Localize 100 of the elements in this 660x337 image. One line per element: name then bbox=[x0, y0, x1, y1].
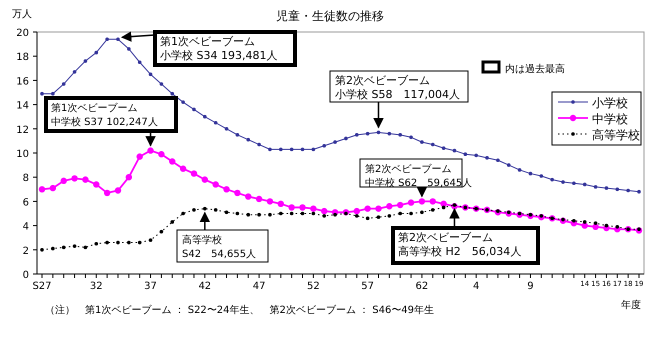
point bbox=[257, 212, 261, 217]
annotation: 第2次ベビーブーム bbox=[398, 231, 493, 244]
point bbox=[386, 203, 393, 210]
annotation: 第1次ベビーブーム 小学校 S34 193,481人 bbox=[153, 30, 297, 67]
point bbox=[474, 154, 478, 158]
point bbox=[104, 190, 110, 196]
point bbox=[561, 180, 565, 184]
y-tick-label: 12 bbox=[16, 124, 29, 136]
point bbox=[212, 181, 219, 188]
point bbox=[485, 156, 489, 160]
point bbox=[300, 212, 304, 216]
point bbox=[528, 212, 532, 217]
point bbox=[147, 147, 154, 154]
point bbox=[496, 158, 500, 162]
point bbox=[160, 82, 164, 86]
y-tick-label: 2 bbox=[22, 246, 29, 257]
point bbox=[408, 199, 414, 206]
point bbox=[180, 166, 186, 172]
point bbox=[540, 214, 544, 218]
point bbox=[582, 220, 587, 224]
point bbox=[506, 163, 511, 167]
point bbox=[223, 186, 230, 192]
x-tick-label: 62 bbox=[416, 281, 428, 292]
annotation: S42 54,655人 bbox=[182, 249, 256, 260]
point bbox=[290, 212, 294, 216]
point bbox=[170, 220, 174, 224]
point bbox=[409, 135, 413, 140]
point bbox=[71, 175, 78, 182]
point bbox=[464, 152, 468, 156]
x-tick-label: 37 bbox=[144, 281, 157, 292]
x-tick-label: 52 bbox=[306, 281, 320, 292]
point bbox=[626, 188, 630, 192]
y-tick-label: 20 bbox=[16, 28, 29, 39]
text: （注） 第1次ベビーブーム ： S22〜24年生、 第2次ベビーブーム ： S46〜49年生 bbox=[45, 304, 434, 316]
x-tick-label: S27 bbox=[32, 281, 52, 292]
point bbox=[170, 92, 174, 96]
point bbox=[594, 185, 598, 189]
point bbox=[278, 200, 284, 208]
point bbox=[344, 136, 348, 140]
annotation: 第1次ベビーブーム bbox=[160, 35, 255, 48]
point bbox=[430, 198, 436, 205]
x-tick-label: 32 bbox=[90, 281, 103, 292]
point bbox=[409, 212, 413, 216]
x-tick-label: 42 bbox=[198, 281, 212, 292]
point bbox=[312, 148, 316, 152]
point bbox=[290, 148, 294, 152]
annotation: 第2次ベビーブーム 高等学校 H2 56,034人 bbox=[391, 226, 540, 265]
point bbox=[312, 212, 316, 216]
point bbox=[333, 140, 337, 144]
y-tick-label: 6 bbox=[22, 197, 29, 208]
point bbox=[572, 181, 576, 186]
point bbox=[398, 133, 402, 137]
point bbox=[418, 198, 426, 205]
point bbox=[528, 172, 532, 176]
point bbox=[322, 144, 326, 148]
point bbox=[279, 212, 283, 216]
annotation: 高等学校 bbox=[182, 234, 222, 246]
point bbox=[234, 190, 241, 196]
point bbox=[637, 190, 641, 194]
point bbox=[452, 148, 456, 152]
point bbox=[93, 181, 100, 188]
point bbox=[82, 176, 89, 183]
point bbox=[398, 212, 402, 216]
point bbox=[376, 130, 380, 134]
point bbox=[615, 188, 620, 192]
annotation: 中学校 S37 102,247人 bbox=[51, 116, 158, 128]
annotation: 小学校 S58 117,004人 bbox=[335, 88, 460, 101]
y-axis-title: 万人 bbox=[12, 9, 32, 20]
point bbox=[604, 186, 608, 190]
point bbox=[376, 215, 380, 219]
y-tick-label: 8 bbox=[22, 173, 29, 184]
point bbox=[375, 205, 382, 212]
point bbox=[192, 108, 196, 112]
point bbox=[388, 132, 392, 136]
point bbox=[181, 212, 185, 216]
point bbox=[138, 240, 142, 244]
legend-label: 中学校 bbox=[592, 112, 628, 126]
point bbox=[268, 212, 272, 217]
point bbox=[540, 174, 544, 178]
annotation: 小学校 S34 193,481人 bbox=[160, 49, 278, 62]
point bbox=[256, 196, 262, 202]
point bbox=[354, 208, 360, 214]
point bbox=[354, 133, 359, 137]
point bbox=[594, 221, 598, 225]
point bbox=[84, 59, 88, 63]
point bbox=[366, 132, 370, 136]
point bbox=[518, 168, 522, 172]
point bbox=[288, 204, 295, 211]
x-tick-label: 4 bbox=[472, 281, 480, 292]
y-tick-label: 0 bbox=[22, 270, 29, 281]
point bbox=[40, 92, 44, 96]
point bbox=[442, 206, 446, 210]
point bbox=[138, 60, 142, 64]
point bbox=[105, 37, 109, 42]
point bbox=[38, 186, 46, 192]
y-tick-label: 16 bbox=[16, 76, 29, 88]
x-tick-label: 9 bbox=[527, 281, 534, 292]
point bbox=[366, 216, 370, 220]
point bbox=[604, 224, 608, 228]
annotation: 第1次ベビーブーム 中学校 S37 102,247人 bbox=[44, 96, 178, 133]
